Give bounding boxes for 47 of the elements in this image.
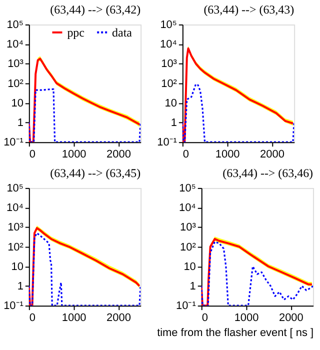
y-tick-label: 10⁵ xyxy=(6,18,24,31)
legend-label: ppc xyxy=(67,25,84,40)
y-tick-label: 10⁻¹ xyxy=(4,300,24,312)
y-tick-label: 10⁵ xyxy=(6,182,24,194)
x-tick-label: 2000 xyxy=(106,148,131,161)
y-tick-label: 1 xyxy=(17,116,24,129)
x-tick-label: 1000 xyxy=(215,148,240,161)
x-axis-title: time from the flasher event [ ns ] xyxy=(157,326,314,339)
x-tick-label: 1000 xyxy=(62,312,86,324)
y-tick-label: 10³ xyxy=(180,222,196,234)
x-tick-label: 2000 xyxy=(279,312,304,324)
legend-label: data xyxy=(112,25,133,40)
x-tick-label: 2000 xyxy=(106,312,131,324)
y-tick-label: 10² xyxy=(8,78,24,90)
y-tick-label: 10² xyxy=(8,241,24,254)
x-tick-label: 1000 xyxy=(62,148,86,161)
y-tick-label: 1 xyxy=(17,280,24,292)
y-tick-label: 10⁴ xyxy=(160,38,178,51)
y-tick-label: 10⁻¹ xyxy=(157,136,178,149)
y-tick-label: 10⁴ xyxy=(6,38,24,51)
y-tick-label: 10⁴ xyxy=(178,202,196,214)
y-tick-label: 10⁵ xyxy=(160,18,177,31)
y-tick-label: 10 xyxy=(164,97,177,110)
y-tick-label: 10 xyxy=(184,260,196,273)
chart-title: (63,44) --> (63,45) xyxy=(50,166,141,180)
y-tick-label: 10³ xyxy=(8,58,24,70)
x-tick-label: 1000 xyxy=(234,312,259,324)
y-tick-label: 10 xyxy=(11,97,24,110)
y-tick-label: 10² xyxy=(161,78,178,90)
y-tick-label: 10³ xyxy=(161,58,178,70)
y-tick-label: 1 xyxy=(170,116,177,129)
y-tick-label: 1 xyxy=(190,280,196,292)
x-tick-label: 0 xyxy=(202,312,208,324)
x-tick-label: 2000 xyxy=(260,148,284,161)
y-tick-label: 10⁴ xyxy=(6,202,24,214)
y-tick-label: 10⁻¹ xyxy=(4,136,24,149)
y-tick-label: 10 xyxy=(11,260,24,273)
chart-title: (63,44) --> (63,46) xyxy=(222,166,314,180)
y-tick-label: 10² xyxy=(180,241,196,254)
x-tick-label: 0 xyxy=(29,148,36,161)
chart-title: (63,44) --> (63,42) xyxy=(50,2,141,16)
x-tick-label: 0 xyxy=(29,312,36,324)
x-tick-label: 0 xyxy=(182,148,190,161)
y-tick-label: 10⁵ xyxy=(179,182,196,194)
chart-title: (63,44) --> (63,43) xyxy=(204,2,294,16)
y-tick-label: 10³ xyxy=(8,222,24,234)
y-tick-label: 10⁻¹ xyxy=(176,300,196,312)
